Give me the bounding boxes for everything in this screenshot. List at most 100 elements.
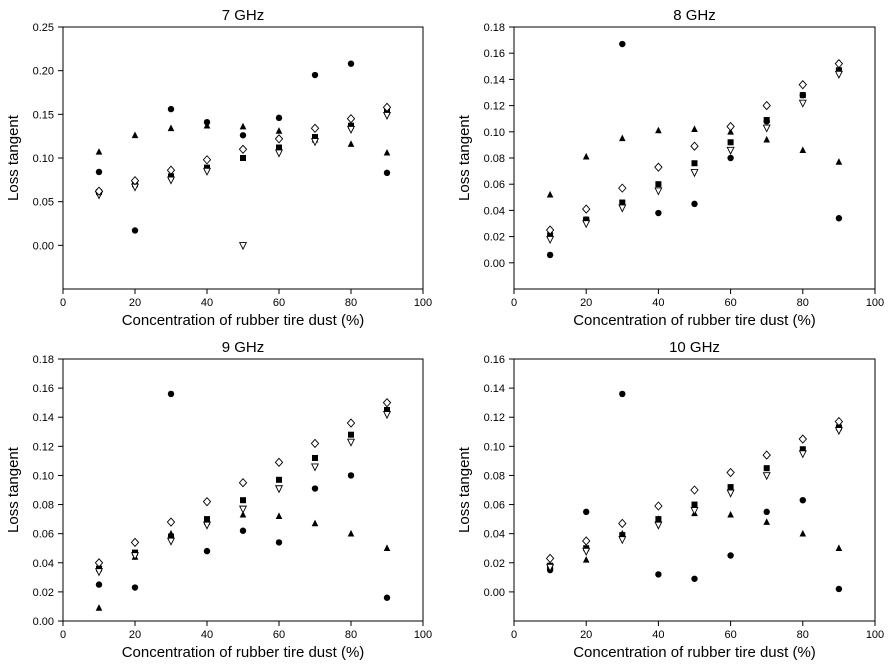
- plot-frame: [62, 358, 424, 622]
- y-tick-label: 0.00: [33, 240, 54, 252]
- data-point-triangle-up: [763, 518, 770, 525]
- data-point-square: [312, 134, 318, 141]
- data-point-diamond-open: [798, 79, 808, 90]
- data-point-circle: [799, 496, 806, 504]
- data-point-triangle-up: [546, 190, 554, 198]
- data-point-circle: [727, 154, 734, 162]
- data-point-diamond-open: [762, 450, 771, 460]
- data-point-triangle-down: [762, 124, 771, 133]
- series-triangle-down: [546, 427, 843, 572]
- x-tick-label: 100: [866, 629, 884, 641]
- data-point-diamond-open: [310, 123, 320, 133]
- y-tick-label: 0.14: [484, 74, 505, 86]
- chart-panel-2: 8 GHz 0 20 40 60 80 100 0.00 0.02 0.04 0.06 0.08 0.1…: [456, 7, 884, 329]
- y-tick-label: 0.16: [484, 48, 505, 60]
- data-point-circle: [347, 472, 355, 479]
- data-point-triangle-down: [834, 70, 843, 79]
- data-point-circle: [95, 581, 103, 588]
- data-point-triangle-up: [799, 146, 807, 153]
- data-point-circle: [239, 132, 247, 139]
- x-tick-label: 20: [580, 629, 592, 641]
- data-point-square: [168, 173, 174, 180]
- data-point-circle: [383, 169, 391, 177]
- data-point-triangle-down: [202, 167, 212, 176]
- x-axis-label: Concentration of rubber tire dust (%): [573, 312, 816, 329]
- x-tick-label: 0: [511, 297, 517, 309]
- series-square: [547, 67, 842, 239]
- data-point-diamond-open: [130, 537, 140, 548]
- series-triangle-down: [94, 411, 392, 577]
- data-point-diamond-open: [94, 186, 104, 196]
- x-tick-label: 80: [345, 297, 357, 309]
- data-point-circle: [835, 585, 843, 593]
- x-tick-label: 40: [652, 297, 664, 309]
- data-point-diamond-open: [726, 121, 735, 132]
- y-tick-label: 0.20: [33, 66, 54, 78]
- plot-frame: [513, 358, 876, 622]
- data-point-triangle-down: [130, 552, 140, 561]
- data-point-triangle-down: [274, 149, 284, 158]
- data-point-triangle-down: [762, 472, 771, 481]
- data-point-triangle-up: [582, 556, 590, 563]
- data-point-diamond-open: [618, 183, 627, 193]
- data-point-square: [348, 122, 354, 129]
- y-tick-label: 0.04: [33, 558, 54, 570]
- y-tick-label: 0.14: [33, 412, 54, 424]
- x-axis-label: Concentration of rubber tire dust (%): [122, 312, 365, 329]
- y-tick-label: 0.12: [484, 101, 505, 113]
- x-tick-label: 80: [797, 629, 809, 641]
- series-triangle-up: [546, 509, 843, 569]
- data-point-square: [384, 406, 390, 413]
- y-tick-label: 0.06: [33, 529, 54, 541]
- y-tick-label: 0.10: [484, 127, 505, 139]
- data-point-circle: [655, 571, 662, 578]
- y-tick-label: 0.08: [484, 470, 505, 482]
- data-point-triangle-down: [798, 450, 807, 459]
- data-point-triangle-down: [238, 505, 248, 514]
- data-point-diamond-open: [382, 397, 392, 408]
- data-point-circle: [655, 209, 662, 217]
- data-point-circle: [167, 390, 175, 398]
- data-point-diamond-open: [202, 496, 212, 507]
- y-tick-label: 0.02: [484, 558, 505, 570]
- data-point-square: [799, 446, 806, 453]
- data-point-triangle-up: [582, 152, 590, 160]
- data-point-diamond-open: [166, 165, 176, 175]
- data-point-square: [727, 484, 734, 491]
- data-point-square: [655, 181, 662, 188]
- data-point-circle: [275, 114, 283, 122]
- data-point-circle: [311, 71, 319, 79]
- data-point-triangle-down: [238, 242, 248, 251]
- series-diamond-open: [94, 102, 392, 196]
- y-tick-label: 0.25: [33, 22, 54, 34]
- data-point-diamond-open: [654, 162, 663, 172]
- data-point-circle: [383, 594, 391, 601]
- data-point-triangle-up: [239, 122, 247, 130]
- data-point-triangle-down: [654, 521, 663, 530]
- data-point-triangle-up: [131, 131, 139, 139]
- data-point-circle: [311, 485, 319, 492]
- y-tick-label: 0.18: [484, 22, 505, 34]
- data-point-triangle-down: [582, 547, 591, 556]
- x-tick-label: 20: [129, 629, 141, 641]
- x-tick-label: 40: [201, 629, 213, 641]
- data-point-circle: [167, 105, 175, 113]
- data-point-triangle-down: [382, 111, 392, 121]
- x-tick-label: 100: [866, 297, 884, 309]
- data-point-triangle-down: [166, 537, 176, 546]
- data-point-triangle-down: [582, 220, 591, 229]
- y-tick-label: 0.10: [33, 470, 54, 482]
- data-point-circle: [691, 575, 698, 582]
- data-point-triangle-up: [619, 134, 626, 142]
- data-point-triangle-up: [275, 127, 283, 134]
- y-tick-label: 0.02: [33, 587, 54, 599]
- data-point-triangle-down: [546, 235, 555, 245]
- y-tick-label: 0.06: [484, 500, 505, 512]
- chart-panel-3: 9 GHz 0 20 40 60 80 100 0.00 0.02 0.04 0.06 0.08 0.1…: [5, 339, 432, 661]
- data-point-triangle-up: [691, 125, 698, 132]
- data-point-triangle-up: [835, 544, 843, 552]
- data-point-triangle-down: [310, 463, 320, 472]
- series-square: [547, 424, 842, 569]
- data-point-triangle-up: [727, 128, 734, 135]
